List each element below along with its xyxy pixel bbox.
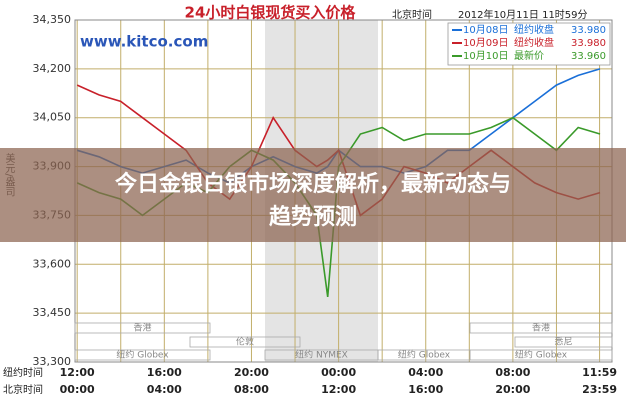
y-tick-label: 33,600 xyxy=(33,257,72,270)
session-label: 纽约 Globex xyxy=(398,349,451,361)
legend-name: 10月10日 xyxy=(463,50,508,62)
x-tick-label: 04:00 xyxy=(147,383,182,396)
session-bar xyxy=(469,349,613,361)
ny-tick-label: 00:00 xyxy=(321,366,356,379)
x-tick-label: 23:59 xyxy=(582,383,617,396)
x-row-label: 北京时间 xyxy=(3,383,43,396)
x-tick-label: 00:00 xyxy=(60,383,95,396)
y-tick-label: 34,050 xyxy=(33,111,72,124)
y-tick-label: 34,350 xyxy=(33,13,72,26)
session-label: 香港 xyxy=(133,322,151,334)
session-bar xyxy=(189,336,301,348)
time-label: 北京时间 xyxy=(392,8,432,21)
x-tick-label: 08:00 xyxy=(234,383,269,396)
legend-note: 纽约收盘 xyxy=(514,36,554,49)
session-label: 悉尼 xyxy=(554,336,572,348)
banner xyxy=(0,148,626,242)
legend-note: 最新价 xyxy=(514,49,544,62)
ny-row-label: 纽约时间 xyxy=(3,366,43,379)
banner-text: 今日金银白银市场深度解析，最新动态与 xyxy=(115,171,511,197)
session-bar xyxy=(469,322,613,334)
session-label: 纽约 Globex xyxy=(515,349,568,361)
x-tick-label: 20:00 xyxy=(495,383,530,396)
legend-last: 33.980 xyxy=(571,25,606,36)
x-tick-label: 12:00 xyxy=(321,383,356,396)
session-bar xyxy=(514,336,613,348)
session-bar xyxy=(74,349,211,361)
legend-name: 10月09日 xyxy=(463,37,508,49)
legend-last: 33.980 xyxy=(571,38,606,49)
ny-tick-label: 12:00 xyxy=(60,366,95,379)
y-tick-label: 33,450 xyxy=(33,306,72,319)
watermark: www.kitco.com xyxy=(80,33,208,51)
session-label: 纽约 Globex xyxy=(116,349,169,361)
session-bar xyxy=(74,322,211,334)
time-value: 2012年10月11日 11时59分 xyxy=(458,8,588,21)
legend-last: 33.960 xyxy=(571,51,606,62)
ny-tick-label: 08:00 xyxy=(495,366,530,379)
banner-text: 趋势预测 xyxy=(269,204,357,230)
ny-tick-label: 20:00 xyxy=(234,366,269,379)
legend-note: 纽约收盘 xyxy=(514,23,554,36)
x-tick-label: 16:00 xyxy=(408,383,443,396)
legend-box xyxy=(447,22,611,66)
session-label: 伦敦 xyxy=(236,336,254,348)
y-tick-label: 34,200 xyxy=(33,62,72,75)
y-tick-label: 33,300 xyxy=(33,355,72,368)
ny-tick-label: 11:59 xyxy=(582,366,617,379)
session-label: 香港 xyxy=(532,322,550,334)
chart-title: 24小时白银现货买入价格 xyxy=(185,4,357,22)
session-label: 纽约 NYMEX xyxy=(295,349,348,361)
ny-tick-label: 16:00 xyxy=(147,366,182,379)
legend-name: 10月08日 xyxy=(463,24,508,36)
ny-tick-label: 04:00 xyxy=(408,366,443,379)
